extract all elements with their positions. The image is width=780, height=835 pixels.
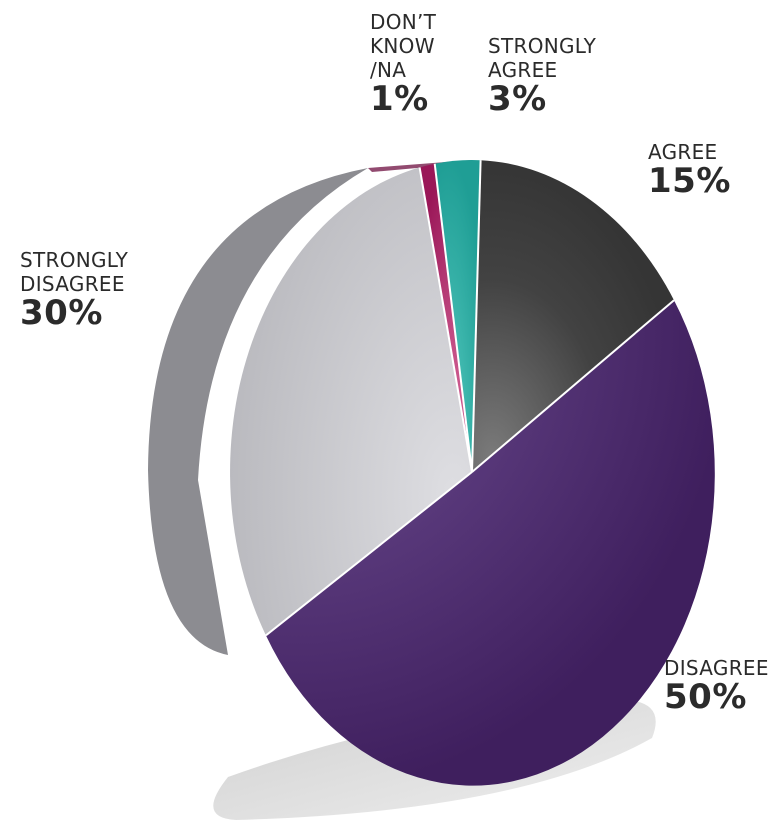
slice-strongly-agree	[434, 159, 481, 473]
label-strongly-disagree-pct: 30%	[20, 293, 103, 333]
label-agree-name: AGREE	[648, 140, 718, 164]
label-strongly-agree: STRONGLY AGREE 3%	[488, 34, 596, 118]
slice-divider	[433, 163, 473, 473]
label-agree-pct: 15%	[648, 161, 731, 201]
slice-strongly-disagree	[230, 167, 472, 636]
pie-side-wall	[148, 168, 368, 655]
slice-divider	[265, 471, 473, 637]
slice-divider	[471, 160, 482, 473]
label-strongly-disagree: STRONGLY DISAGREE 30%	[20, 248, 128, 332]
label-strongly-agree-pct: 3%	[488, 79, 547, 119]
label-dont-know-name: DON’T KNOW /NA	[370, 10, 437, 82]
slice-divider	[418, 167, 473, 473]
label-disagree: DISAGREE 50%	[664, 656, 769, 716]
label-disagree-pct: 50%	[664, 677, 747, 717]
label-strongly-agree-name: STRONGLY AGREE	[488, 34, 597, 82]
slice-agree	[472, 160, 674, 472]
label-disagree-name: DISAGREE	[664, 656, 769, 680]
label-agree: AGREE 15%	[648, 140, 731, 200]
label-dont-know: DON’T KNOW /NA 1%	[370, 10, 436, 118]
slice-disagree	[265, 300, 715, 786]
slice-divider	[471, 299, 675, 473]
label-dont-know-pct: 1%	[370, 79, 429, 119]
label-strongly-disagree-name: STRONGLY DISAGREE	[20, 248, 129, 296]
